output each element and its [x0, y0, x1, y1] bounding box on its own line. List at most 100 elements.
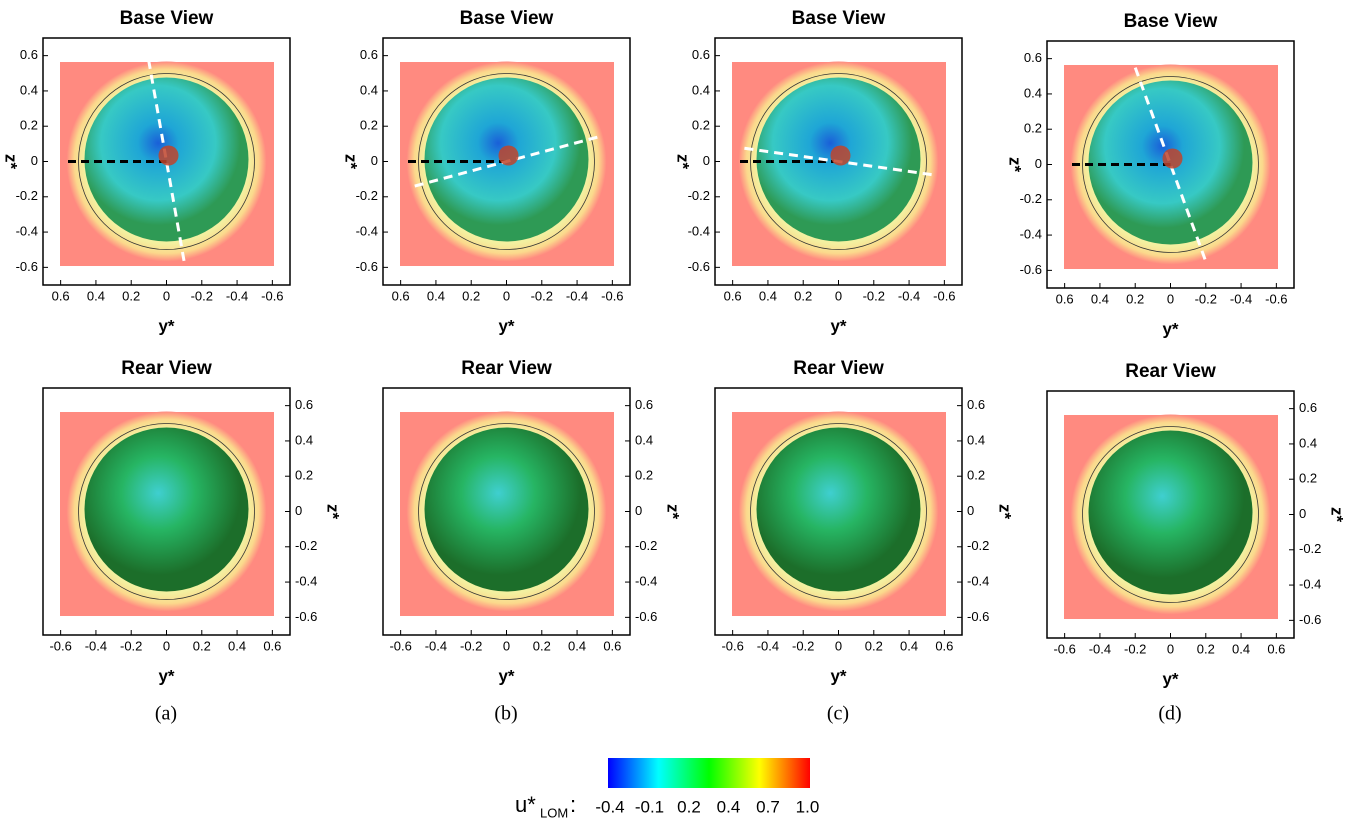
- x-tick-label: -0.2: [120, 638, 142, 653]
- y-tick-label: 0: [1299, 506, 1306, 521]
- marker: [831, 146, 851, 166]
- x-tick-label: 0.2: [1126, 291, 1144, 306]
- panel-title: Base View: [792, 8, 886, 29]
- y-tick-label: -0.4: [635, 574, 657, 589]
- panel-caption: (a): [155, 703, 177, 725]
- figure: u* LOM : Base View y* z* 0.6 0.4 0.2 0 -0.2 -0.4…: [0, 0, 1359, 824]
- x-tick-label: 0.4: [900, 638, 918, 653]
- y-axis-label: z*: [2, 154, 21, 170]
- y-tick-label: 0.2: [295, 468, 313, 483]
- colorbar-sep: :: [570, 792, 576, 817]
- panel-title: Rear View: [793, 358, 884, 379]
- y-tick-label: 0.6: [967, 397, 985, 412]
- y-tick-label: 0: [371, 153, 378, 168]
- panel-title: Base View: [460, 8, 554, 29]
- x-tick-label: 0: [163, 638, 170, 653]
- y-tick-label: -0.2: [1020, 191, 1042, 206]
- x-tick-label: 0.4: [87, 288, 105, 303]
- x-tick-label: -0.2: [863, 288, 885, 303]
- y-tick-label: -0.2: [16, 188, 38, 203]
- x-tick-label: -0.4: [757, 638, 779, 653]
- x-tick-label: -0.2: [792, 638, 814, 653]
- y-tick-label: -0.6: [688, 259, 710, 274]
- x-tick-label: 0.2: [865, 638, 883, 653]
- x-tick-label: -0.2: [531, 288, 553, 303]
- x-tick-label: 0.2: [122, 288, 140, 303]
- y-tick-label: 0.2: [635, 468, 653, 483]
- x-axis-label: y*: [158, 666, 174, 685]
- y-tick-label: 0.4: [692, 82, 710, 97]
- panel-title: Rear View: [461, 358, 552, 379]
- x-axis-label: y*: [158, 316, 174, 335]
- x-tick-label: 0.4: [427, 288, 445, 303]
- x-tick-label: 0.4: [1091, 291, 1109, 306]
- colorbar-label-sub: LOM: [540, 805, 568, 820]
- x-tick-label: 0.6: [1267, 641, 1285, 656]
- panel-caption: (c): [827, 703, 849, 725]
- x-tick-label: 0.2: [193, 638, 211, 653]
- x-tick-label: -0.4: [425, 638, 447, 653]
- x-tick-label: -0.4: [85, 638, 107, 653]
- x-tick-label: -0.6: [601, 288, 623, 303]
- colorbar-tick-label: -0.4: [595, 797, 624, 816]
- x-tick-label: 0.4: [1232, 641, 1250, 656]
- panel-caption: (b): [494, 703, 517, 725]
- x-tick-label: 0: [503, 638, 510, 653]
- x-tick-label: 0.4: [568, 638, 586, 653]
- y-tick-label: 0.4: [20, 82, 38, 97]
- marker: [159, 146, 179, 166]
- colorbar-label: u*: [515, 792, 536, 817]
- y-axis-label: z*: [342, 154, 361, 170]
- x-tick-label: -0.6: [1053, 641, 1075, 656]
- y-tick-label: 0.4: [360, 82, 378, 97]
- y-axis-label: z*: [664, 504, 683, 520]
- y-tick-label: 0: [295, 503, 302, 518]
- y-tick-label: -0.6: [1299, 612, 1321, 627]
- flow-disk: [1089, 431, 1253, 595]
- colorbar-tick-label: 0.4: [717, 797, 741, 816]
- y-tick-label: 0.4: [1024, 85, 1042, 100]
- y-tick-label: -0.6: [16, 259, 38, 274]
- y-tick-label: 0: [967, 503, 974, 518]
- x-tick-label: 0.6: [935, 638, 953, 653]
- x-tick-label: 0.6: [263, 638, 281, 653]
- colorbar-tick-label: 1.0: [796, 797, 820, 816]
- y-tick-label: -0.4: [1020, 227, 1042, 242]
- y-tick-label: 0.2: [692, 118, 710, 133]
- y-tick-label: -0.2: [635, 538, 657, 553]
- y-tick-label: 0: [1035, 156, 1042, 171]
- x-tick-label: -0.2: [191, 288, 213, 303]
- y-tick-label: -0.6: [967, 609, 989, 624]
- flow-disk: [425, 428, 589, 592]
- panel-caption: (d): [1158, 703, 1181, 725]
- panel-title: Rear View: [1125, 361, 1216, 382]
- y-tick-label: -0.2: [1299, 541, 1321, 556]
- y-tick-label: 0.6: [692, 47, 710, 62]
- x-tick-label: 0: [835, 288, 842, 303]
- colorbar-tick-label: 0.2: [677, 797, 701, 816]
- marker: [499, 146, 519, 166]
- x-tick-label: 0: [163, 288, 170, 303]
- x-tick-label: -0.2: [460, 638, 482, 653]
- y-tick-label: 0.2: [20, 118, 38, 133]
- y-tick-label: 0: [635, 503, 642, 518]
- x-tick-label: 0: [1167, 641, 1174, 656]
- x-tick-label: -0.6: [933, 288, 955, 303]
- colorbar-tick-label: 0.7: [756, 797, 780, 816]
- x-axis-label: y*: [1162, 319, 1178, 338]
- y-tick-label: 0.2: [1299, 471, 1317, 486]
- x-axis-label: y*: [830, 666, 846, 685]
- y-tick-label: 0.6: [1299, 400, 1317, 415]
- flow-disk: [757, 428, 921, 592]
- x-axis-label: y*: [498, 316, 514, 335]
- y-axis-label: z*: [324, 504, 343, 520]
- colorbar: [608, 758, 810, 788]
- x-tick-label: -0.6: [721, 638, 743, 653]
- x-tick-label: 0: [503, 288, 510, 303]
- x-tick-label: 0.2: [1197, 641, 1215, 656]
- y-tick-label: 0.6: [360, 47, 378, 62]
- y-tick-label: -0.4: [16, 224, 38, 239]
- x-tick-label: 0.4: [759, 288, 777, 303]
- y-tick-label: 0.6: [295, 397, 313, 412]
- x-tick-label: -0.2: [1195, 291, 1217, 306]
